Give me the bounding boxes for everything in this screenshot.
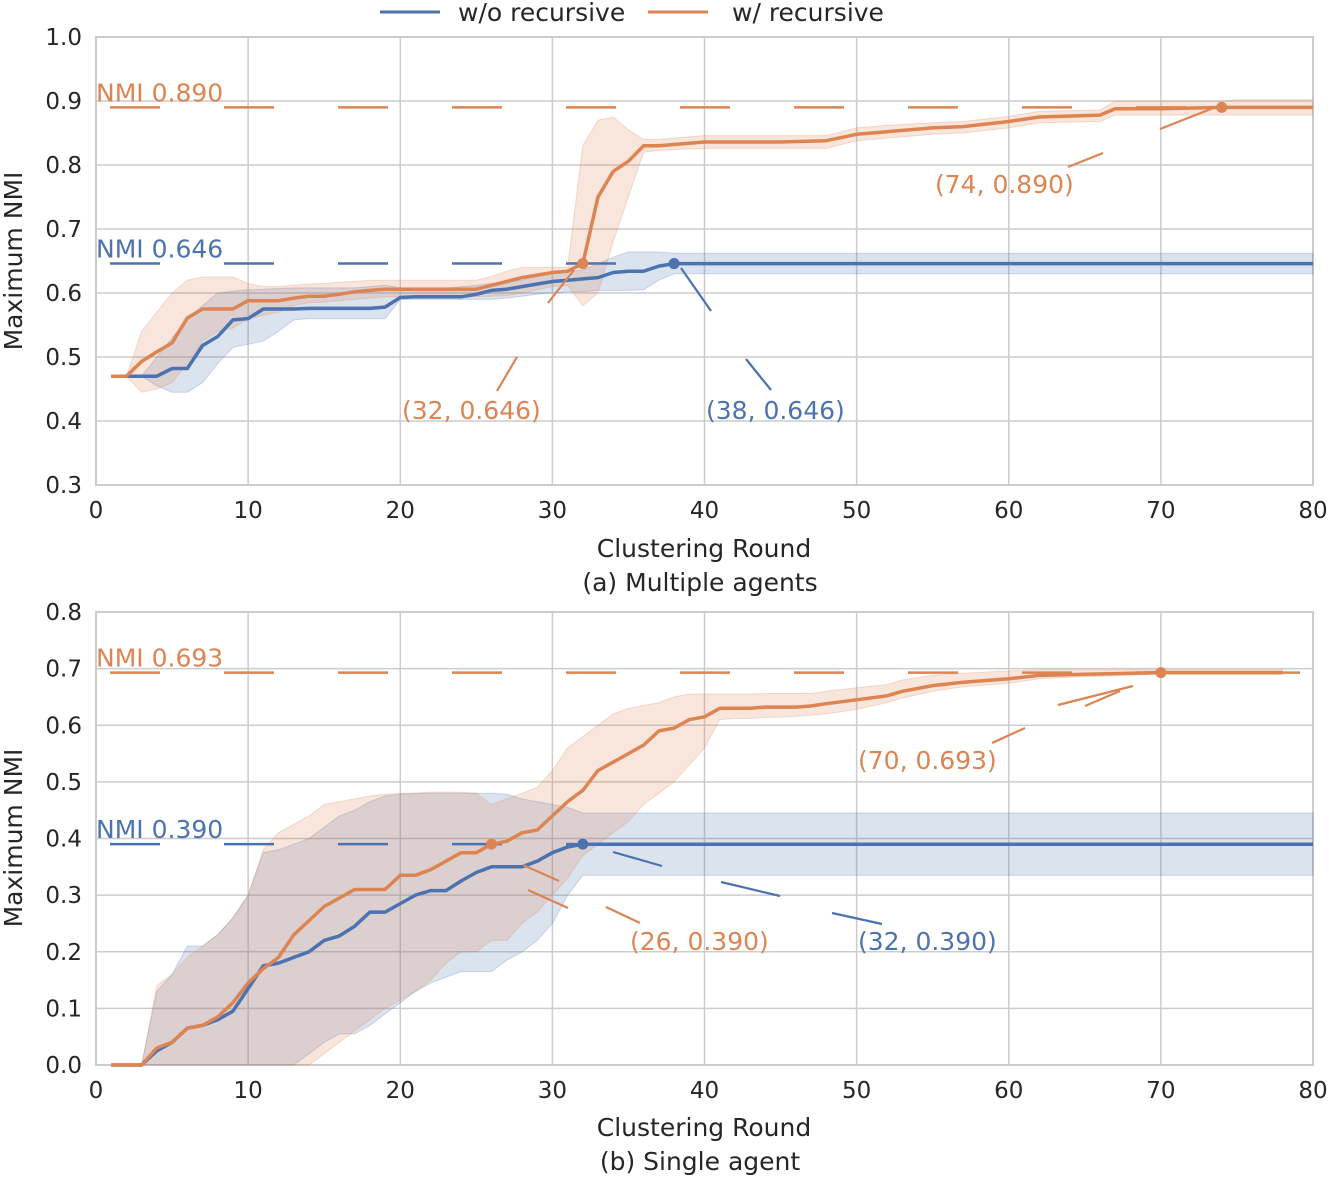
panel-b-y-tick-label: 0.4: [45, 827, 82, 853]
panel-a-x-ticks: 0 10 20 30 40 50 60 70 80: [89, 498, 1328, 524]
panel-a-reference-label-w-recursive: NMI 0.890: [96, 78, 223, 107]
panel-b-y-axis-label: Maximum NMI: [0, 749, 28, 928]
panel-b-annotation-connector: [522, 863, 560, 883]
panel-a-annotation-label: (74, 0.890): [935, 170, 1074, 199]
panel-b-annotations: (70, 0.693) (26, 0.390) (32, 0.390): [486, 667, 1167, 956]
panel-b-annotation-label: (26, 0.390): [630, 927, 769, 956]
panel-a-max-marker-w-recursive: [1216, 101, 1228, 113]
legend-label-w-o-recursive: w/o recursive: [458, 0, 625, 27]
panel-a-x-tick-label: 40: [690, 498, 719, 524]
panel-a-max-marker-w-recursive: [577, 258, 589, 270]
panel-a-y-axis-label: Maximum NMI: [0, 172, 28, 351]
panel-b-y-tick-label: 0.8: [45, 600, 82, 626]
panel-a-y-tick-label: 0.6: [45, 281, 82, 307]
panel-b-max-marker-w-o-recursive: [577, 838, 589, 850]
panel-a-grid: [95, 36, 1314, 486]
panel-b-annotation-connector: [720, 880, 781, 898]
panel-a-caption: (a) Multiple agents: [582, 568, 817, 597]
panel-b-max-marker-w-recursive: [486, 838, 498, 850]
panel-b-annotation-label: (70, 0.693): [858, 746, 997, 775]
panel-a-annotation-connector: [680, 267, 712, 312]
panel-b-annotation-connector: [612, 850, 663, 868]
panel-a-x-tick-label: 50: [842, 498, 871, 524]
panel-b-reference-label-w-o-recursive: NMI 0.390: [96, 815, 223, 844]
panel-a-max-marker-w-o-recursive: [668, 258, 680, 270]
panel-b-x-tick-label: 30: [538, 1078, 567, 1104]
panel-b-annotation-connector: [1084, 689, 1121, 708]
panel-a-y-tick-label: 1.0: [45, 25, 82, 51]
panel-a-y-tick-label: 0.3: [45, 473, 82, 499]
panel-a-x-tick-label: 20: [386, 498, 415, 524]
panel-a-multiple-agents: NMI 0.890 NMI 0.646 (74, 0.890) (32, 0.646…: [0, 25, 1328, 597]
panel-a-y-ticks: 0.3 0.4 0.5 0.6 0.7 0.8 0.9 1.0: [45, 25, 82, 499]
panel-a-x-tick-label: 10: [233, 498, 262, 524]
panel-a-y-tick-label: 0.4: [45, 409, 82, 435]
panel-b-y-tick-label: 0.6: [45, 713, 82, 739]
panel-a-x-tick-label: 0: [89, 498, 104, 524]
panel-b-annotation-connector: [527, 888, 569, 910]
panel-b-y-tick-label: 0.3: [45, 883, 82, 909]
panel-a-annotation-label: (38, 0.646): [706, 396, 845, 425]
panel-a-x-tick-label: 70: [1146, 498, 1175, 524]
panel-b-x-tick-label: 80: [1298, 1078, 1327, 1104]
panel-a-annotation-label: (32, 0.646): [402, 396, 541, 425]
panel-b-max-marker-w-recursive: [1155, 667, 1167, 679]
panel-b-y-tick-label: 0.7: [45, 657, 82, 683]
panel-b-grid: [95, 611, 1314, 1066]
panel-a-line-w-recursive: [111, 105, 1313, 378]
panel-a-annotations: (74, 0.890) (32, 0.646) (38, 0.646): [402, 101, 1228, 425]
panel-a-lines: [111, 105, 1313, 378]
panel-b-lines: [111, 670, 1313, 1067]
legend-label-w-recursive: w/ recursive: [732, 0, 884, 27]
panel-a-reference-label-w-o-recursive: NMI 0.646: [96, 235, 223, 264]
panel-b-x-tick-label: 40: [690, 1078, 719, 1104]
panel-b-annotation-label: (32, 0.390): [858, 927, 997, 956]
panel-b-x-tick-label: 60: [994, 1078, 1023, 1104]
panel-b-x-ticks: 0 10 20 30 40 50 60 70 80: [89, 1078, 1328, 1104]
legend: w/o recursive w/ recursive: [380, 0, 884, 27]
panel-b-x-tick-label: 50: [842, 1078, 871, 1104]
panel-a-line-w-o-recursive: [111, 261, 1313, 378]
panel-b-annotation-connector: [605, 906, 641, 924]
panel-a-annotation-connector: [496, 356, 518, 392]
panel-b-y-tick-label: 0.5: [45, 770, 82, 796]
panel-b-x-tick-label: 10: [233, 1078, 262, 1104]
panel-b-single-agent: NMI 0.693 NMI 0.390 (70, 0.693) (26, 0.390…: [0, 600, 1328, 1176]
panel-a-x-axis-label: Clustering Round: [597, 534, 811, 563]
panel-b-reference-label-w-recursive: NMI 0.693: [96, 644, 223, 673]
panel-a-band-w-o-recursive: [111, 251, 1314, 393]
panel-b-caption: (b) Single agent: [600, 1147, 801, 1176]
panel-b-x-tick-label: 20: [386, 1078, 415, 1104]
panel-a-y-tick-label: 0.9: [45, 89, 82, 115]
panel-b-annotation-connector: [1057, 684, 1134, 707]
panel-a-annotation-connector: [1159, 105, 1217, 131]
panel-a-annotation-connector: [745, 358, 772, 391]
panel-b-annotation-connector: [831, 911, 883, 926]
panel-b-y-tick-label: 0.1: [45, 996, 82, 1022]
panel-a-y-tick-label: 0.7: [45, 217, 82, 243]
panel-b-y-tick-label: 0.2: [45, 940, 82, 966]
panel-b-line-w-recursive: [111, 670, 1283, 1067]
panel-b-x-axis-label: Clustering Round: [597, 1113, 811, 1142]
panel-b-y-tick-label: 0.0: [45, 1053, 82, 1079]
panel-b-bands: [111, 669, 1314, 1066]
panel-a-annotation-connector: [1067, 151, 1104, 169]
panel-b-x-tick-label: 70: [1146, 1078, 1175, 1104]
panel-b-x-tick-label: 0: [89, 1078, 104, 1104]
panel-a-y-tick-label: 0.8: [45, 153, 82, 179]
panel-a-annotation-connector: [547, 269, 575, 304]
panel-b-annotation-connector: [991, 726, 1026, 745]
panel-a-y-tick-label: 0.5: [45, 345, 82, 371]
panel-a-x-tick-label: 80: [1298, 498, 1327, 524]
panel-a-x-tick-label: 60: [994, 498, 1023, 524]
panel-b-y-ticks: 0.0 0.1 0.2 0.3 0.4 0.5 0.6 0.7 0.8: [45, 600, 82, 1079]
panel-a-x-tick-label: 30: [538, 498, 567, 524]
